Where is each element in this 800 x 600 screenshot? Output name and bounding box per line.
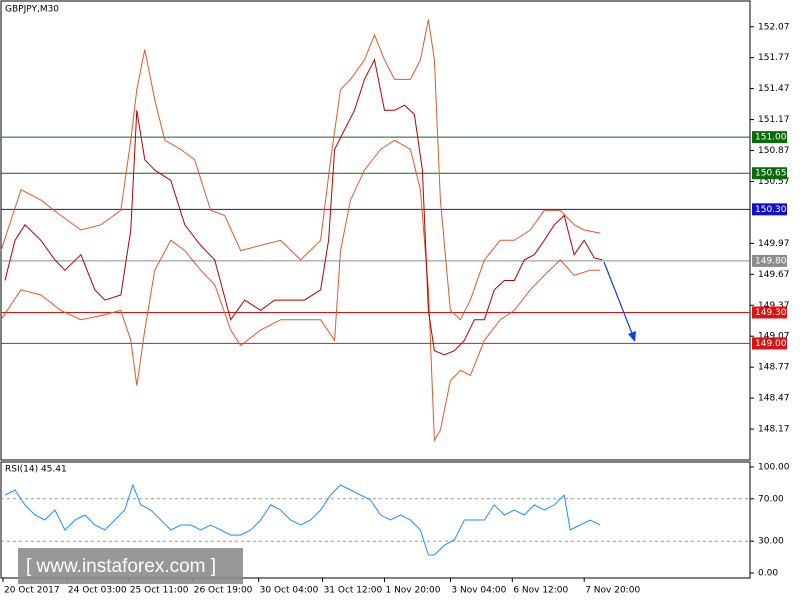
x-tick-label: 24 Oct 03:00 bbox=[68, 586, 127, 596]
y-tick-label: 150.87 bbox=[758, 146, 790, 156]
y-tick-label: 150.57 bbox=[758, 177, 790, 187]
level-label: 151.00 bbox=[755, 133, 787, 143]
y-tick-label: 151.17 bbox=[758, 115, 790, 125]
x-tick-label: 25 Oct 11:00 bbox=[130, 586, 189, 596]
x-tick-label: 30 Oct 04:00 bbox=[260, 586, 319, 596]
level-tag bbox=[752, 203, 787, 216]
x-tick-label: 7 Nov 20:00 bbox=[585, 586, 640, 596]
level-tag bbox=[752, 337, 787, 350]
series-line bbox=[4, 483, 601, 556]
level-label: 149.30 bbox=[755, 308, 787, 318]
y-tick-label: 149.97 bbox=[758, 239, 790, 249]
y-tick-label: 0.00 bbox=[758, 569, 778, 579]
x-tick-label: 6 Nov 12:00 bbox=[513, 586, 568, 596]
series-line bbox=[0, 139, 601, 443]
y-tick-label: 149.07 bbox=[758, 332, 790, 342]
level-label: 149.00 bbox=[755, 339, 787, 349]
chart-title: GBPJPY,M30 bbox=[5, 5, 59, 15]
x-tick-label: 20 Oct 2017 bbox=[4, 586, 60, 596]
x-tick-label: 1 Nov 20:00 bbox=[385, 586, 440, 596]
level-tag bbox=[752, 254, 787, 267]
level-label: 150.65 bbox=[755, 169, 787, 179]
y-tick-label: 149.67 bbox=[758, 270, 790, 280]
y-tick-label: 152.07 bbox=[758, 22, 790, 32]
rsi-frame bbox=[0, 461, 751, 579]
level-tag bbox=[752, 131, 787, 144]
y-tick-label: 151.77 bbox=[758, 53, 790, 63]
x-tick-label: 26 Oct 19:00 bbox=[194, 586, 253, 596]
y-tick-label: 148.77 bbox=[758, 363, 790, 373]
series-line bbox=[0, 19, 601, 321]
x-tick-label: 3 Nov 04:00 bbox=[451, 586, 506, 596]
y-tick-label: 149.37 bbox=[758, 301, 790, 311]
x-tick-label: 31 Oct 12:00 bbox=[324, 586, 383, 596]
y-tick-label: 70.00 bbox=[758, 494, 784, 504]
series-line bbox=[4, 58, 603, 356]
rsi-title: RSI(14) 45.41 bbox=[5, 465, 67, 475]
y-tick-label: 151.47 bbox=[758, 84, 790, 94]
y-tick-label: 30.00 bbox=[758, 537, 784, 547]
arrow-head bbox=[628, 331, 636, 342]
level-label: 150.30 bbox=[755, 205, 787, 215]
y-tick-label: 100.00 bbox=[758, 462, 790, 472]
watermark-box bbox=[18, 548, 243, 584]
watermark: [ www.instaforex.com ] bbox=[18, 548, 243, 584]
watermark-text: [ www.instaforex.com ] bbox=[26, 556, 216, 577]
level-label: 149.80 bbox=[755, 256, 787, 266]
arrow-shaft bbox=[603, 261, 634, 337]
level-tag bbox=[752, 306, 787, 319]
y-tick-label: 148.47 bbox=[758, 394, 790, 404]
y-tick-label: 148.17 bbox=[758, 425, 790, 435]
level-tag bbox=[752, 167, 787, 180]
main-frame bbox=[0, 0, 751, 461]
